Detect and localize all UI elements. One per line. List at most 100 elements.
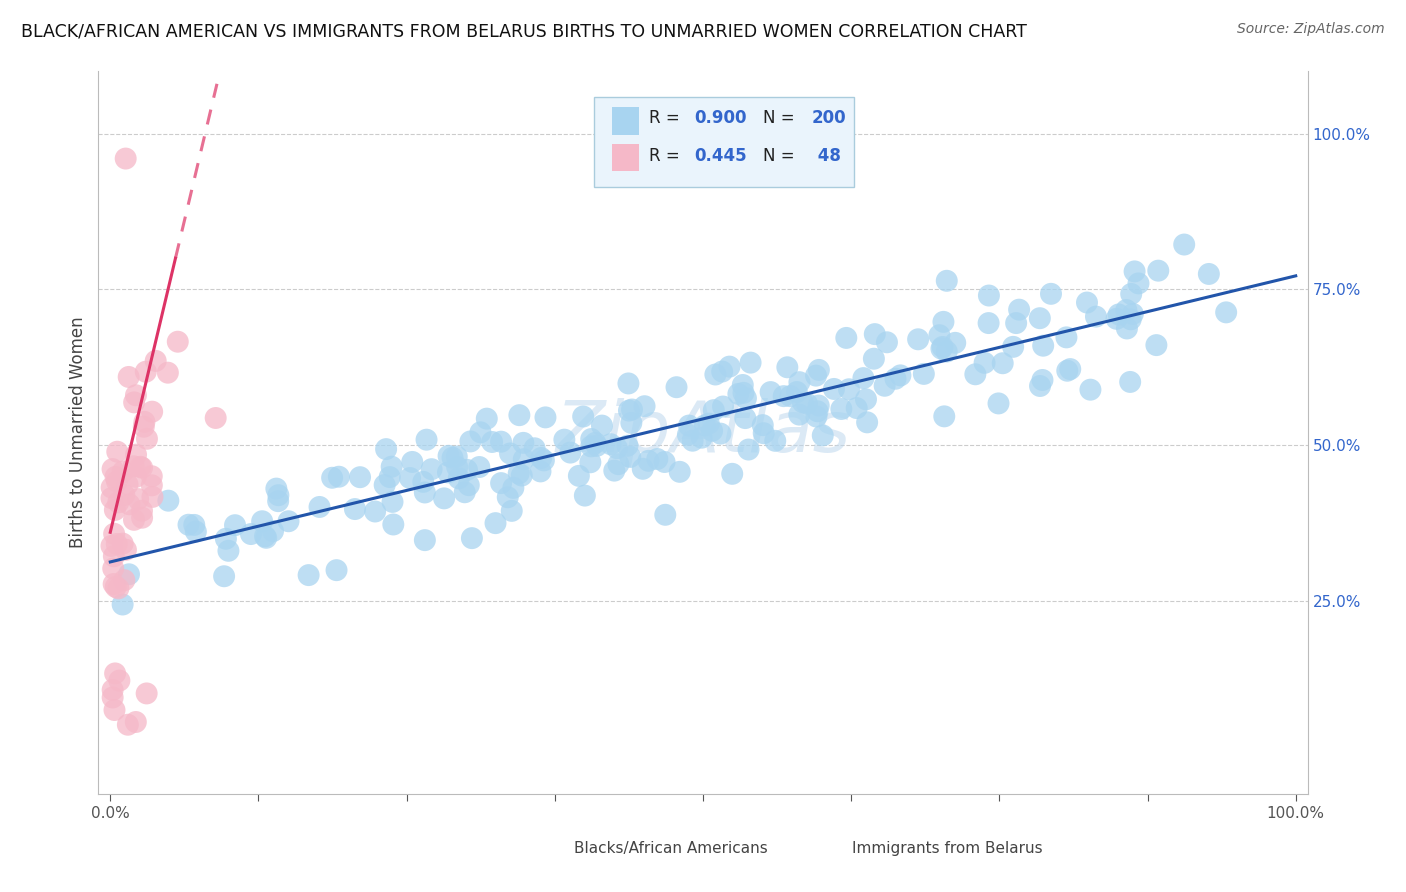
Point — [620, 416, 643, 430]
Point — [254, 531, 277, 545]
Point — [1032, 339, 1054, 353]
Point — [583, 435, 606, 450]
Point — [166, 334, 188, 349]
Point — [1054, 330, 1077, 344]
Point — [112, 573, 135, 587]
Point — [931, 340, 953, 354]
Point — [420, 462, 443, 476]
Bar — [546, 838, 568, 859]
Point — [718, 359, 741, 374]
Point — [619, 450, 641, 464]
Point — [412, 475, 434, 489]
Point — [413, 533, 436, 548]
Point — [1116, 321, 1139, 335]
Text: ZipAtlas: ZipAtlas — [555, 398, 851, 467]
Point — [1005, 316, 1028, 330]
Point — [838, 382, 860, 396]
Point — [177, 517, 200, 532]
Text: 48: 48 — [811, 147, 841, 165]
Point — [122, 395, 145, 409]
Point — [530, 450, 553, 465]
Point — [759, 385, 782, 400]
Point — [107, 582, 129, 596]
Text: R =: R = — [648, 110, 685, 128]
Point — [460, 434, 482, 449]
Point — [603, 464, 626, 478]
Text: Immigrants from Belarus: Immigrants from Belarus — [852, 840, 1042, 855]
Point — [468, 460, 491, 475]
Point — [579, 455, 602, 469]
Point — [1198, 267, 1220, 281]
Point — [105, 537, 128, 551]
Point — [104, 503, 127, 517]
Point — [454, 485, 477, 500]
Point — [240, 527, 263, 541]
Point — [115, 542, 138, 557]
Point — [617, 376, 640, 391]
Point — [1040, 286, 1063, 301]
Text: N =: N = — [763, 147, 800, 165]
Point — [224, 518, 246, 533]
Point — [496, 490, 519, 504]
Point — [574, 489, 596, 503]
Point — [533, 453, 555, 467]
Point — [1031, 373, 1053, 387]
Point — [156, 366, 179, 380]
Point — [349, 470, 371, 484]
Point — [932, 315, 955, 329]
Point — [1173, 237, 1195, 252]
Point — [141, 478, 163, 492]
Point — [1115, 303, 1137, 318]
Point — [461, 531, 484, 545]
Point — [731, 378, 754, 392]
Point — [127, 492, 149, 507]
Point — [1059, 362, 1081, 376]
Text: 0.900: 0.900 — [695, 110, 747, 128]
Bar — [613, 144, 638, 171]
Point — [568, 468, 591, 483]
Point — [111, 465, 134, 479]
Point — [807, 363, 830, 377]
Point — [101, 682, 124, 697]
Point — [856, 415, 879, 429]
Point — [690, 431, 713, 445]
Point — [991, 356, 1014, 370]
Point — [413, 485, 436, 500]
Point — [740, 356, 762, 370]
Point — [481, 434, 503, 449]
Point — [266, 482, 288, 496]
Point — [633, 399, 655, 413]
Point — [873, 378, 896, 392]
Point — [141, 469, 163, 483]
Point — [510, 468, 533, 483]
Point — [863, 327, 886, 342]
Point — [711, 400, 734, 414]
Point — [111, 598, 134, 612]
Point — [104, 470, 127, 484]
Point — [912, 367, 935, 381]
Point — [668, 465, 690, 479]
Point — [977, 316, 1000, 330]
Point — [447, 471, 470, 485]
Point — [807, 399, 830, 413]
Point — [606, 441, 628, 455]
Point — [103, 703, 125, 717]
Point — [103, 526, 125, 541]
Point — [599, 437, 621, 451]
Point — [141, 490, 163, 504]
Point — [374, 478, 396, 492]
Point — [792, 395, 814, 409]
Point — [789, 375, 811, 389]
Point — [581, 432, 603, 446]
Point — [637, 454, 659, 468]
Point — [621, 402, 644, 417]
Point — [131, 460, 153, 475]
Point — [125, 388, 148, 402]
Point — [523, 442, 546, 456]
Point — [437, 449, 460, 463]
Point — [112, 488, 135, 502]
Point — [441, 450, 464, 465]
Point — [215, 532, 238, 546]
Point — [104, 666, 127, 681]
Point — [105, 475, 128, 489]
